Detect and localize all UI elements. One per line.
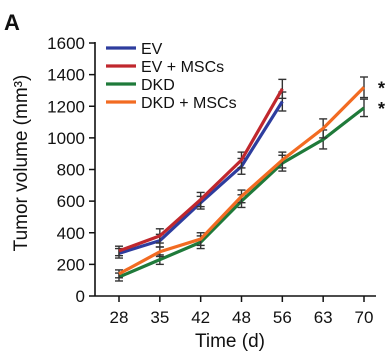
x-tick-label: 48 (232, 308, 251, 327)
series-layer: ** (115, 76, 385, 282)
y-tick-label: 600 (57, 192, 85, 211)
y-tick-label: 800 (57, 161, 85, 180)
y-tick-label: 0 (76, 287, 85, 306)
significance-marker: * (378, 78, 385, 98)
y-tick-label: 400 (57, 224, 85, 243)
y-tick-label: 1600 (47, 34, 85, 53)
x-tick-label: 70 (355, 308, 374, 327)
series-line-dkd-mscs (118, 86, 366, 276)
panel-label: A (4, 10, 20, 35)
legend-label: DKD (141, 77, 175, 94)
legend-label: EV + MSCs (141, 59, 224, 76)
x-tick-label: 28 (110, 308, 129, 327)
x-tick-label: 63 (314, 308, 333, 327)
significance-marker: * (378, 99, 385, 119)
y-tick-label: 1200 (47, 97, 85, 116)
x-tick-label: 42 (191, 308, 210, 327)
legend-label: EV (141, 41, 163, 58)
series-line-ev (118, 100, 284, 255)
y-axis-label: Tumor volume (mm³) (11, 75, 32, 252)
y-tick-label: 200 (57, 255, 85, 274)
x-axis-label: Time (d) (195, 331, 265, 352)
legend-label: DKD + MSCs (141, 95, 237, 112)
x-tick-label: 35 (150, 308, 169, 327)
y-tick-label: 1000 (47, 129, 85, 148)
series-ev-mscs (115, 78, 287, 257)
axes: 0 200 400 600 800 1000 1200 1400 1600 28 35 42 48 56 6… (47, 34, 376, 327)
x-tick-label: 56 (273, 308, 292, 327)
y-tick-label: 1400 (47, 66, 85, 85)
series-dkd-mscs (115, 76, 368, 279)
series-line-ev-mscs (118, 88, 284, 253)
